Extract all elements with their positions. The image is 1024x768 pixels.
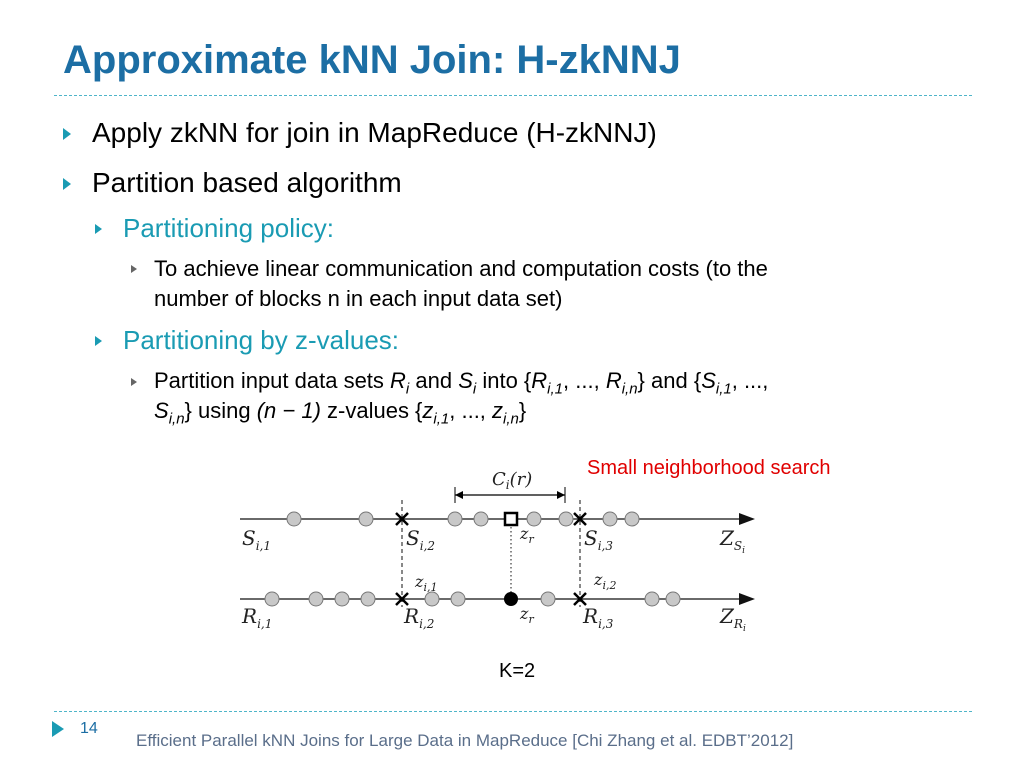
svg-text:Ri,2: Ri,2 bbox=[403, 604, 434, 631]
sub-bullet-partitioning-policy: Partitioning policy: bbox=[123, 213, 334, 243]
query-projection-point bbox=[504, 592, 518, 606]
svg-text:zr: zr bbox=[519, 524, 534, 546]
title-divider bbox=[54, 95, 972, 96]
z-value-partition-diagram: Ci(r) Si,1 Si,2 Si,3 zr ZSi zi,1 zi,2 bbox=[240, 469, 755, 634]
bullet-arrow-icon bbox=[63, 178, 71, 190]
detail-partition-sets-line1: Partition input data sets Ri and Si into… bbox=[154, 368, 769, 398]
bullet-arrow-icon bbox=[63, 128, 71, 140]
ci-r-label: Ci(r) bbox=[492, 469, 532, 492]
svg-text:Ri,3: Ri,3 bbox=[582, 604, 614, 631]
s-points bbox=[286, 511, 640, 527]
svg-text:zi,2: zi,2 bbox=[593, 570, 616, 592]
detail-linear-cost-line2: number of blocks n in each input data se… bbox=[154, 286, 563, 311]
r-points bbox=[264, 591, 681, 607]
s-partition-markers bbox=[395, 512, 587, 526]
svg-text:Si,3: Si,3 bbox=[584, 526, 613, 553]
sub-bullet-arrow-icon bbox=[95, 224, 102, 234]
sub-bullet-z-values: Partitioning by z-values: bbox=[123, 325, 400, 355]
k-value-label: K=2 bbox=[499, 660, 536, 682]
svg-text:Si,1: Si,1 bbox=[242, 526, 271, 553]
slide-title: Approximate kNN Join: H-zkNNJ bbox=[63, 38, 681, 82]
sub-bullet-arrow-icon bbox=[95, 336, 102, 346]
detail-arrow-icon bbox=[131, 378, 137, 386]
small-neighborhood-callout: Small neighborhood search bbox=[587, 457, 831, 479]
svg-text:Si,2: Si,2 bbox=[406, 526, 435, 553]
detail-partition-sets-line2: Si,n} using (n − 1) z-values {zi,1, ...,… bbox=[154, 398, 527, 428]
footer-citation: Efficient Parallel kNN Joins for Large D… bbox=[136, 731, 794, 750]
page-number: 14 bbox=[80, 720, 98, 737]
footer-arrow-icon bbox=[52, 721, 64, 737]
bullet-apply-zknn: Apply zkNN for join in MapReduce (H-zkNN… bbox=[92, 117, 657, 148]
svg-text:zr: zr bbox=[519, 604, 534, 626]
bullet-partition-algorithm: Partition based algorithm bbox=[92, 167, 402, 198]
svg-text:zi,1: zi,1 bbox=[414, 572, 437, 594]
footer-divider bbox=[54, 711, 972, 712]
svg-text:ZRi: ZRi bbox=[719, 604, 746, 634]
detail-linear-cost-line1: To achieve linear communication and comp… bbox=[154, 256, 768, 281]
detail-arrow-icon bbox=[131, 265, 137, 273]
svg-text:Ri,1: Ri,1 bbox=[241, 604, 272, 631]
r-partition-markers bbox=[395, 592, 587, 606]
svg-text:ZSi: ZSi bbox=[719, 526, 745, 556]
query-point bbox=[503, 511, 519, 527]
